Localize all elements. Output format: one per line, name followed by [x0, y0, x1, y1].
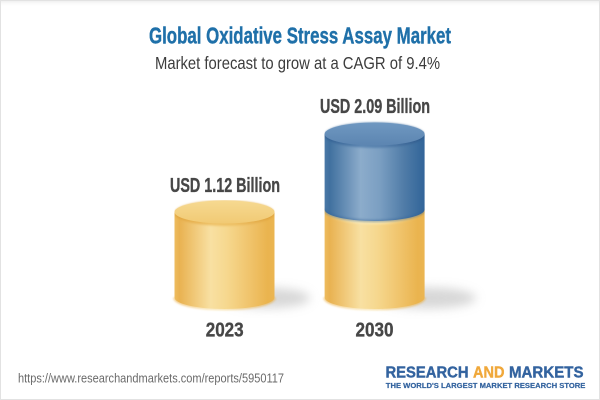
svg-text:USD 1.12 Billion: USD 1.12 Billion: [170, 174, 280, 197]
svg-text:THE WORLD'S LARGEST MARKET RES: THE WORLD'S LARGEST MARKET RESEARCH STOR…: [386, 383, 586, 390]
svg-text:2023: 2023: [206, 320, 244, 342]
svg-text:AND: AND: [473, 365, 505, 382]
svg-text:RESEARCH: RESEARCH: [386, 365, 469, 382]
svg-text:Global Oxidative Stress Assay: Global Oxidative Stress Assay Market: [149, 23, 451, 49]
svg-text:https://www.researchandmarkets: https://www.researchandmarkets.com/repor…: [18, 371, 284, 386]
svg-text:Market forecast to grow at a C: Market forecast to grow at a CAGR of 9.4…: [155, 53, 440, 73]
svg-text:USD 2.09 Billion: USD 2.09 Billion: [320, 95, 430, 118]
svg-text:MARKETS: MARKETS: [509, 365, 584, 382]
svg-text:2030: 2030: [356, 320, 394, 342]
